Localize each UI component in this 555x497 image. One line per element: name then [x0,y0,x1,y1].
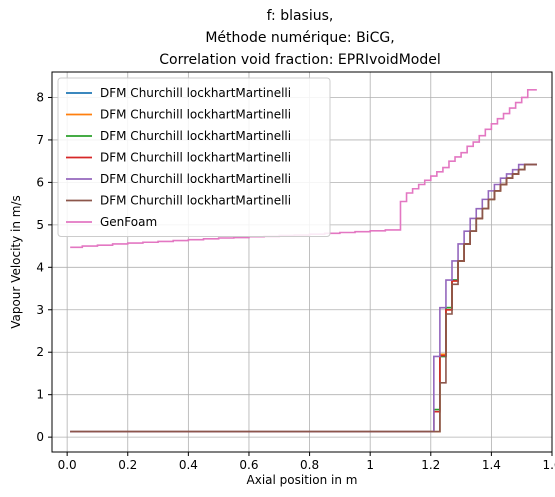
series-layer [70,89,537,433]
y-axis-ticks: 0 1 2 3 4 5 6 7 8 [36,90,52,444]
legend-entry-4: DFM Churchill lockhartMartinelli [100,151,291,165]
y-tick-label: 3 [36,303,44,317]
y-tick-label: 0 [36,430,44,444]
legend-entry-2: DFM Churchill lockhartMartinelli [100,108,291,122]
y-tick-label: 6 [36,175,44,189]
title-line-3: Correlation void fraction: EPRIvoidModel [159,52,440,68]
title-line-1: f: blasius, [267,8,334,24]
y-tick-label: 5 [36,218,44,232]
x-tick-label: 0.4 [179,458,198,472]
x-tick-label: 1 [366,458,374,472]
series-line-5 [70,163,537,433]
series-line-7 [70,89,537,249]
chart-title: f: blasius, Méthode numérique: BiCG, Cor… [159,8,440,68]
title-line-2: Méthode numérique: BiCG, [205,30,394,46]
legend-entry-6: DFM Churchill lockhartMartinelli [100,194,291,208]
x-tick-label: 1.4 [482,458,501,472]
y-tick-label: 8 [36,90,44,104]
x-tick-label: 0.0 [58,458,77,472]
legend-entry-3: DFM Churchill lockhartMartinelli [100,129,291,143]
x-axis-label: Axial position in m [247,473,358,487]
x-tick-label: 0.6 [239,458,258,472]
y-tick-label: 1 [36,388,44,402]
x-tick-label: 0.8 [300,458,319,472]
legend-entry-7: GenFoam [100,215,157,229]
y-tick-label: 4 [36,260,44,274]
x-axis-ticks: 0.0 0.2 0.4 0.6 0.8 1 1.2 1.4 1.6 [58,452,555,472]
y-axis-label: Vapour Velocity in m/s [9,195,23,329]
y-tick-label: 2 [36,345,44,359]
y-tick-label: 7 [36,133,44,147]
legend: DFM Churchill lockhartMartinelli DFM Chur… [57,77,331,237]
x-tick-label: 1.2 [421,458,440,472]
legend-box [57,77,331,237]
series-line-6 [70,163,537,433]
legend-entry-1: DFM Churchill lockhartMartinelli [100,86,291,100]
plot-frame [51,71,553,453]
legend-entry-5: DFM Churchill lockhartMartinelli [100,172,291,186]
x-tick-label: 1.6 [542,458,555,472]
x-tick-label: 0.2 [118,458,137,472]
